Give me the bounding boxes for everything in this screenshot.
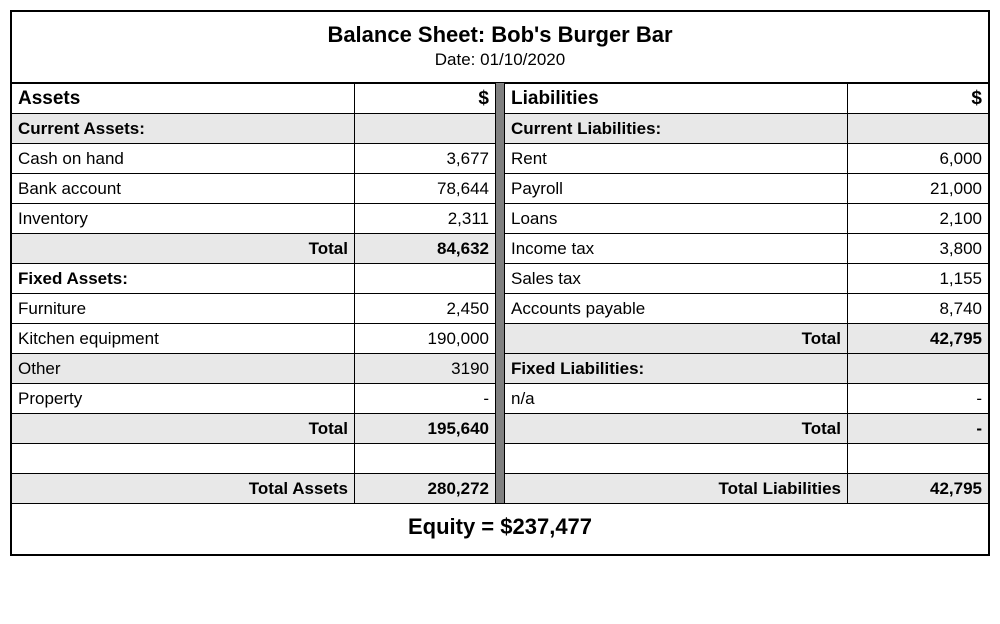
row-value: 1,155 [848,263,988,293]
row-value: 6,000 [848,143,988,173]
row-label: Loans [505,203,848,233]
row-label: Cash on hand [12,143,355,173]
blank-cell [355,113,495,143]
subtotal-value: - [848,413,988,443]
row-value: 2,450 [355,293,495,323]
sheet-title: Balance Sheet: Bob's Burger Bar [12,22,988,48]
row-label: Payroll [505,173,848,203]
row-value: - [355,383,495,413]
blank-cell [12,443,355,473]
current-liabilities-heading: Current Liabilities: [505,113,848,143]
row-value: 3,677 [355,143,495,173]
row-value: 2,100 [848,203,988,233]
fixed-assets-heading: Fixed Assets: [12,263,355,293]
row-label: Kitchen equipment [12,323,355,353]
row-label: Income tax [505,233,848,263]
liabilities-currency: $ [848,83,988,113]
row-value: 3190 [355,353,495,383]
blank-cell [355,443,495,473]
fixed-liabilities-heading: Fixed Liabilities: [505,353,848,383]
row-label: Sales tax [505,263,848,293]
total-assets-value: 280,272 [355,473,495,503]
assets-heading: Assets [12,83,355,113]
liabilities-column: Liabilities $ Current Liabilities: Rent … [505,83,988,503]
row-value: 8,740 [848,293,988,323]
row-value: 21,000 [848,173,988,203]
sheet-body: Assets $ Current Assets: Cash on hand 3,… [12,83,988,503]
row-label: Accounts payable [505,293,848,323]
blank-cell [505,443,848,473]
current-assets-heading: Current Assets: [12,113,355,143]
row-label: n/a [505,383,848,413]
subtotal-value: 42,795 [848,323,988,353]
total-liabilities-value: 42,795 [848,473,988,503]
sheet-header: Balance Sheet: Bob's Burger Bar Date: 01… [12,12,988,83]
sheet-date: Date: 01/10/2020 [12,50,988,70]
total-liabilities-label: Total Liabilities [505,473,848,503]
blank-cell [848,443,988,473]
balance-sheet: Balance Sheet: Bob's Burger Bar Date: 01… [10,10,990,556]
row-value: - [848,383,988,413]
row-label: Rent [505,143,848,173]
subtotal-label: Total [12,413,355,443]
blank-cell [848,353,988,383]
equity-footer: Equity = $237,477 [12,503,988,554]
row-label: Property [12,383,355,413]
assets-column: Assets $ Current Assets: Cash on hand 3,… [12,83,495,503]
total-assets-label: Total Assets [12,473,355,503]
row-value: 2,311 [355,203,495,233]
subtotal-label: Total [505,413,848,443]
row-label: Furniture [12,293,355,323]
blank-cell [355,263,495,293]
subtotal-value: 84,632 [355,233,495,263]
row-value: 78,644 [355,173,495,203]
row-label: Inventory [12,203,355,233]
row-value: 190,000 [355,323,495,353]
subtotal-value: 195,640 [355,413,495,443]
subtotal-label: Total [12,233,355,263]
row-label: Bank account [12,173,355,203]
subtotal-label: Total [505,323,848,353]
column-divider [495,83,505,503]
liabilities-heading: Liabilities [505,83,848,113]
row-label: Other [12,353,355,383]
assets-currency: $ [355,83,495,113]
row-value: 3,800 [848,233,988,263]
blank-cell [848,113,988,143]
